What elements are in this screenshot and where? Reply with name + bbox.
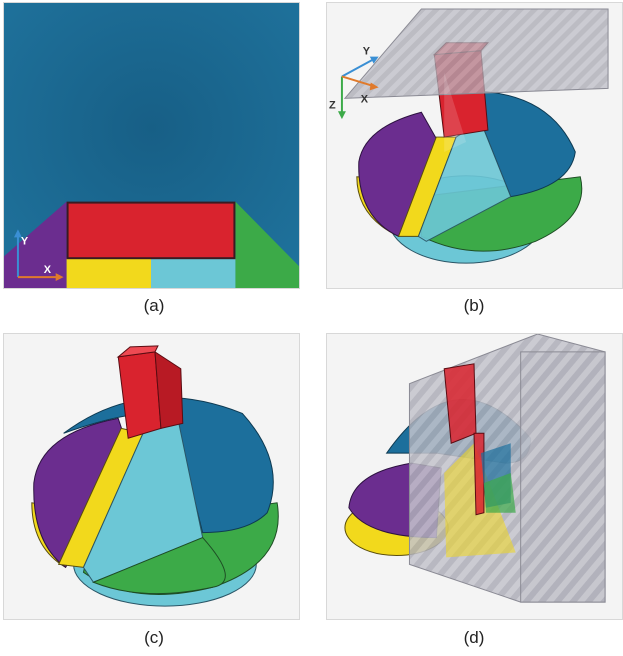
purple-piece-top: [4, 201, 67, 288]
plane-shadow: [444, 72, 467, 152]
y-axis-arrowhead: [13, 229, 22, 238]
3d-view-drawing: [31, 345, 279, 607]
caption-a: (a): [143, 296, 165, 315]
caption-c: (c): [144, 628, 164, 647]
panel-b-plane-view: Y X Z: [326, 2, 623, 289]
y-axis-label: Y: [21, 235, 29, 247]
z-axis-arrowhead: [337, 111, 346, 120]
green-piece-top: [235, 201, 299, 288]
y-axis-arrow: [341, 57, 376, 78]
panel-d-box-view: [326, 333, 623, 620]
red-block-top-face: [116, 345, 159, 358]
green-cut-section: [483, 473, 516, 513]
z-axis-label: Z: [329, 99, 336, 111]
box-view-drawing: [344, 334, 606, 603]
purple-sector: [33, 417, 129, 569]
x-axis-arrowhead: [369, 82, 379, 91]
box-front-face: [520, 351, 606, 603]
red-block: [117, 351, 162, 439]
x-axis-label: X: [44, 264, 52, 276]
green-front: [92, 536, 226, 595]
yellow-piece-top: [66, 258, 152, 288]
plane-view-drawing: Y X Z: [329, 8, 609, 264]
y-axis-label: Y: [363, 46, 371, 58]
cyan-piece-top: [151, 258, 236, 288]
red-block-lower: [473, 432, 485, 516]
horizontal-cutting-plane: [343, 8, 609, 99]
x-axis-arrowhead: [55, 273, 64, 282]
caption-b: (b): [463, 296, 485, 315]
caption-d: (d): [463, 628, 485, 647]
panel-c-3d-view: [3, 333, 300, 620]
red-block-side: [154, 350, 184, 429]
panel-a-top-view: Y X: [3, 2, 300, 289]
x-axis-arrow: [341, 75, 375, 88]
red-block-top: [66, 201, 236, 260]
y-axis-arrowhead: [369, 56, 379, 64]
x-axis-label: X: [361, 93, 369, 105]
top-view-drawing: Y X: [4, 3, 299, 288]
